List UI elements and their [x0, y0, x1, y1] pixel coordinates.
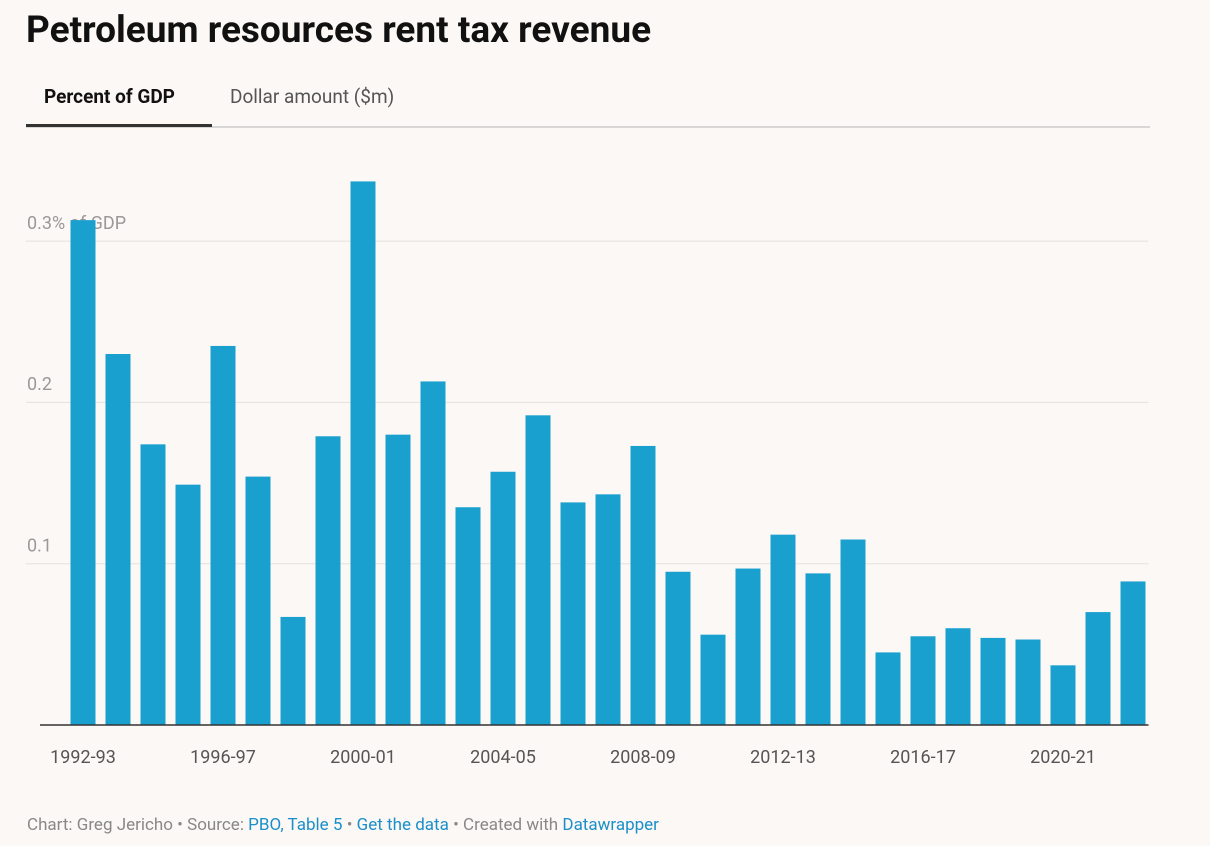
- get-data-link[interactable]: Get the data: [356, 815, 449, 835]
- x-tick-label: 2000-01: [330, 747, 396, 768]
- y-tick-label: 0.1: [27, 535, 52, 556]
- credit: Chart: Greg Jericho: [27, 815, 173, 835]
- tool-link[interactable]: Datawrapper: [562, 815, 659, 835]
- bar: [315, 436, 341, 725]
- x-tick-label: 2012-13: [750, 747, 816, 768]
- bar: [560, 502, 586, 725]
- bar: [665, 571, 691, 725]
- tab[interactable]: Percent of GDP: [44, 85, 175, 108]
- chart-title: Petroleum resources rent tax revenue: [26, 9, 651, 52]
- bar: [840, 539, 866, 725]
- bar: [210, 345, 236, 725]
- separator: •: [453, 815, 459, 835]
- created-label: Created with: [463, 815, 559, 835]
- separator: •: [177, 815, 183, 835]
- x-tick-label: 1992-93: [50, 747, 116, 768]
- y-tick-label: 0.2: [27, 374, 52, 395]
- bar: [455, 507, 481, 725]
- x-tick-label: 2008-09: [610, 747, 676, 768]
- bar: [525, 415, 551, 725]
- source-label: Source:: [187, 815, 244, 835]
- bar: [1120, 581, 1146, 725]
- bar: [280, 616, 306, 725]
- bar: [945, 628, 971, 725]
- source-link[interactable]: PBO, Table 5: [248, 815, 343, 835]
- x-tick-label: 1996-97: [190, 747, 256, 768]
- bar: [70, 220, 96, 726]
- tab[interactable]: Dollar amount ($m): [230, 85, 394, 108]
- bar: [490, 471, 516, 725]
- bar: [980, 637, 1006, 725]
- bar: [595, 494, 621, 725]
- x-tick-label: 2004-05: [470, 747, 536, 768]
- bar: [630, 445, 656, 725]
- bar: [245, 476, 271, 725]
- bar: [385, 434, 411, 725]
- separator: •: [346, 815, 353, 835]
- footer: Chart: Greg Jericho • Source: PBO, Table…: [27, 815, 659, 835]
- bar: [175, 484, 201, 725]
- x-tick-label: 2020-21: [1030, 747, 1096, 768]
- bar: [140, 444, 166, 725]
- bar: [875, 652, 901, 725]
- bar: [1085, 612, 1111, 725]
- bar: [700, 634, 726, 725]
- bar: [350, 181, 376, 725]
- bar: [770, 534, 796, 725]
- bar: [1050, 665, 1076, 725]
- bar: [805, 573, 831, 725]
- bar: [420, 381, 446, 725]
- bar: [735, 568, 761, 725]
- bar: [910, 636, 936, 725]
- bar: [1015, 639, 1041, 725]
- bar: [105, 354, 131, 725]
- x-tick-label: 2016-17: [890, 747, 956, 768]
